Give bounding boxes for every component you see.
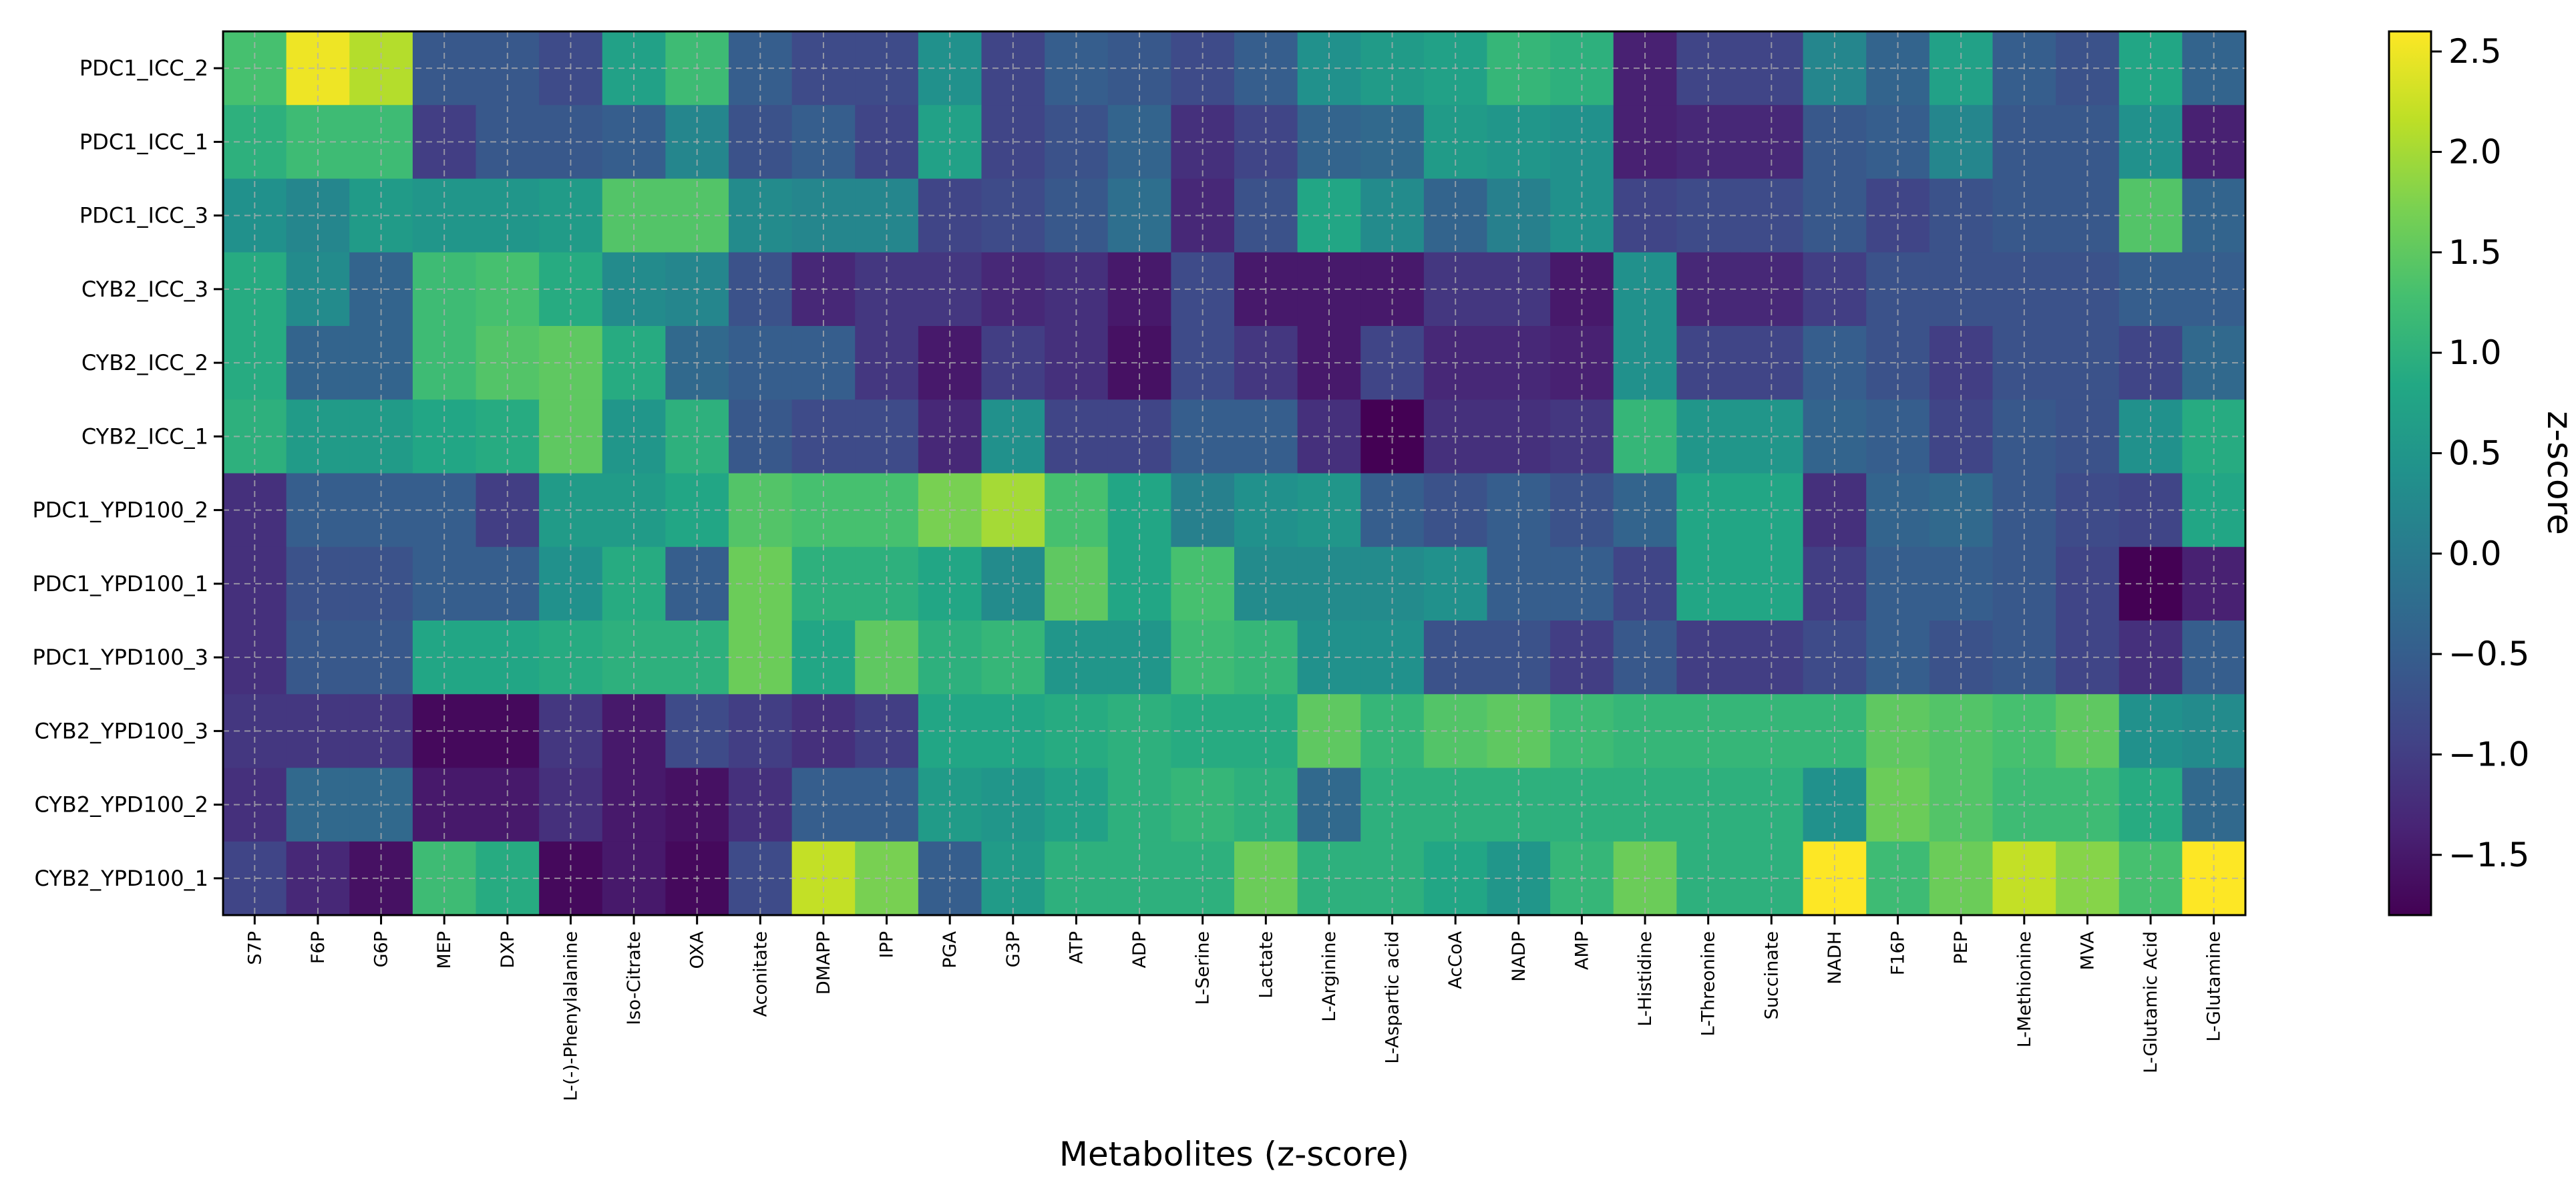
colorbar-tick-label: 0.5 (2448, 434, 2502, 472)
x-tick-label: ATP (1066, 931, 1087, 964)
y-tick-label: PDC1_ICC_1 (79, 129, 208, 154)
x-tick-label: AMP (1572, 931, 1592, 970)
x-tick-label: L-Serine (1193, 931, 1214, 1005)
colorbar-tick-label: −0.5 (2448, 635, 2529, 673)
colorbar-tick-label: 1.0 (2448, 333, 2502, 372)
x-tick-label: F6P (308, 931, 329, 964)
x-tick-label: L-(-)-Phenylalanine (560, 931, 581, 1101)
heatmap-cells (223, 31, 2246, 916)
colorbar-gradient (2388, 30, 2432, 916)
y-tick-label: PDC1_YPD100_1 (32, 571, 208, 596)
x-tick-label: OXA (687, 930, 708, 969)
x-tick-label: S7P (244, 931, 265, 965)
x-tick-label: L-Glutamine (2204, 931, 2225, 1042)
colorbar-ticks: 2.5 2.0 1.5 1.0 0.5 0.0 −0.5 −1.0 −1.5 (2431, 32, 2529, 874)
x-tick-label: DMAPP (813, 931, 834, 995)
y-tick-label: PDC1_YPD100_3 (32, 645, 208, 670)
x-tick-label: DXP (498, 931, 518, 969)
y-tick-label: CYB2_ICC_1 (81, 423, 208, 449)
x-tick-label: NADH (1825, 931, 1845, 985)
x-tick-label: PGA (940, 930, 960, 968)
x-axis-ticks: S7P F6P G6P MEP DXP L-(-)-Phenylalanine Iso-Ci… (244, 915, 2225, 1101)
x-tick-label: L-Histidine (1635, 931, 1656, 1027)
x-tick-label: L-Glutamic Acid (2141, 931, 2161, 1073)
y-tick-label: CYB2_YPD100_2 (34, 792, 208, 818)
y-tick-label: CYB2_YPD100_1 (34, 866, 208, 891)
x-tick-label: L-Arginine (1319, 931, 1340, 1022)
colorbar-tick-label: 0.0 (2448, 534, 2502, 573)
x-tick-label: Lactate (1256, 931, 1276, 999)
x-tick-label: F16P (1888, 931, 1909, 975)
colorbar-tick-label: 1.5 (2448, 233, 2502, 272)
colorbar-tick-label: 2.0 (2448, 132, 2502, 171)
x-tick-label: G6P (371, 931, 392, 967)
x-tick-label: AcCoA (1445, 930, 1466, 989)
x-tick-label: MEP (434, 931, 455, 969)
y-tick-label: PDC1_ICC_3 (79, 203, 208, 228)
y-axis-ticks: PDC1_ICC_2 PDC1_ICC_1 PDC1_ICC_3 CYB2_ICC_3… (32, 55, 223, 891)
colorbar-tick-label: −1.0 (2448, 735, 2529, 774)
y-tick-label: CYB2_ICC_2 (81, 350, 208, 375)
x-tick-label: L-Aspartic acid (1383, 931, 1403, 1064)
x-tick-label: Succinate (1761, 931, 1782, 1019)
x-tick-label: PEP (1951, 931, 1972, 965)
x-tick-label: NADP (1509, 931, 1529, 982)
x-tick-label: Aconitate (750, 931, 771, 1017)
heatmap-gridlines (223, 31, 2245, 915)
colorbar-tick-label: 2.5 (2448, 32, 2502, 71)
y-tick-label: PDC1_YPD100_2 (32, 498, 208, 523)
colorbar: 2.5 2.0 1.5 1.0 0.5 0.0 −0.5 −1.0 −1.5 z-score (2388, 30, 2576, 916)
y-tick-label: CYB2_YPD100_3 (34, 718, 208, 743)
colorbar-label: z-score (2539, 411, 2576, 535)
plot-frame (222, 30, 2247, 916)
colorbar-tick-label: −1.5 (2448, 836, 2529, 874)
x-tick-label: L-Threonine (1698, 931, 1719, 1036)
x-tick-label: ADP (1129, 931, 1150, 969)
x-tick-label: MVA (2077, 930, 2098, 970)
x-tick-label: G3P (1003, 931, 1024, 967)
x-axis-label: Metabolites (z-score) (1059, 1135, 1409, 1174)
y-tick-label: CYB2_ICC_3 (81, 277, 208, 302)
x-tick-label: IPP (877, 931, 898, 959)
x-tick-label: Iso-Citrate (624, 931, 645, 1025)
x-tick-label: L-Methionine (2014, 931, 2035, 1047)
y-tick-label: PDC1_ICC_2 (79, 55, 208, 81)
